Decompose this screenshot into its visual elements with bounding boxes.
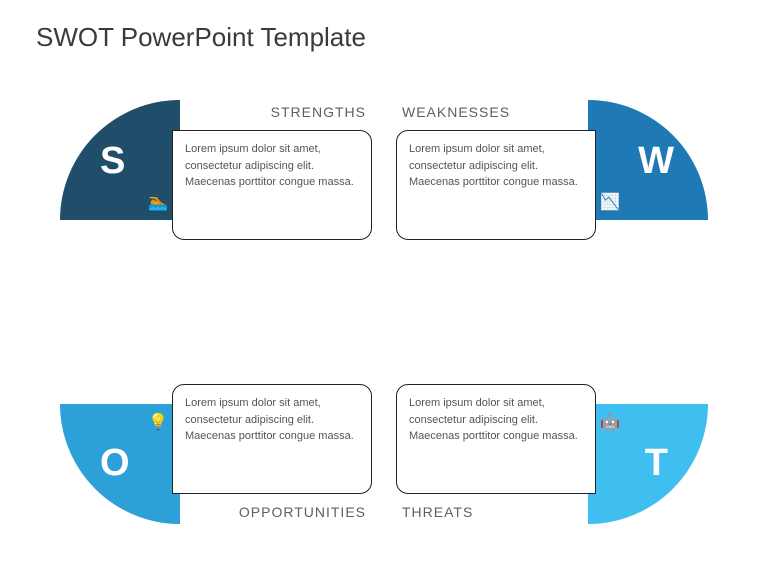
textbox-opportunities: Lorem ipsum dolor sit amet, consectetur … [172, 384, 372, 494]
robot-icon: 🤖 [600, 412, 620, 432]
heading-opportunities: OPPORTUNITIES [239, 504, 366, 520]
petal-letter: O [100, 444, 130, 482]
page-title: SWOT PowerPoint Template [36, 22, 366, 53]
textbox-strengths: Lorem ipsum dolor sit amet, consectetur … [172, 130, 372, 240]
swot-grid: S 🏊 STRENGTHS Lorem ipsum dolor sit amet… [60, 100, 708, 524]
quadrant-strengths: S 🏊 STRENGTHS Lorem ipsum dolor sit amet… [60, 100, 372, 300]
petal-letter: W [638, 142, 674, 180]
heading-weaknesses: WEAKNESSES [402, 104, 510, 120]
petal-weaknesses: W 📉 [588, 100, 708, 220]
quadrant-threats: T 🤖 THREATS Lorem ipsum dolor sit amet, … [396, 324, 708, 524]
declining-chart-icon: 📉 [600, 192, 620, 212]
petal-opportunities: O 💡 [60, 404, 180, 524]
petal-letter: T [645, 444, 668, 482]
heading-strengths: STRENGTHS [271, 104, 366, 120]
textbox-weaknesses: Lorem ipsum dolor sit amet, consectetur … [396, 130, 596, 240]
quadrant-opportunities: O 💡 OPPORTUNITIES Lorem ipsum dolor sit … [60, 324, 372, 524]
quadrant-weaknesses: W 📉 WEAKNESSES Lorem ipsum dolor sit ame… [396, 100, 708, 300]
swimmer-icon: 🏊 [148, 192, 168, 212]
lightbulb-icon: 💡 [148, 412, 168, 432]
textbox-threats: Lorem ipsum dolor sit amet, consectetur … [396, 384, 596, 494]
petal-letter: S [100, 142, 125, 180]
petal-strengths: S 🏊 [60, 100, 180, 220]
petal-threats: T 🤖 [588, 404, 708, 524]
heading-threats: THREATS [402, 504, 473, 520]
